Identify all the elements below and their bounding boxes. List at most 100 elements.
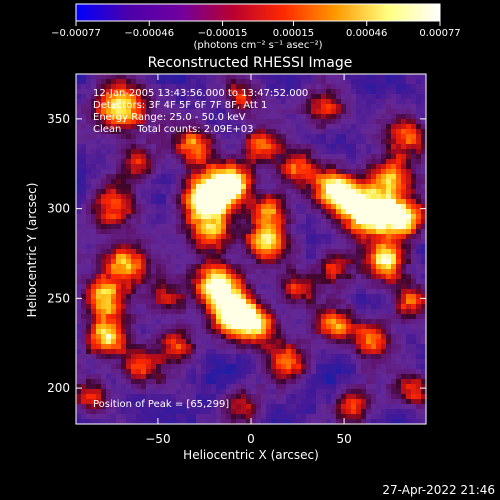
heatmap-cell bbox=[106, 219, 112, 225]
heatmap-cell bbox=[151, 264, 157, 270]
heatmap-cell bbox=[236, 269, 242, 275]
heatmap-cell bbox=[161, 314, 167, 320]
heatmap-cell bbox=[121, 329, 127, 335]
heatmap-cell bbox=[136, 414, 142, 420]
heatmap-cell bbox=[201, 74, 207, 80]
heatmap-cell bbox=[251, 209, 257, 215]
heatmap-cell bbox=[406, 79, 412, 85]
heatmap-cell bbox=[376, 179, 382, 185]
heatmap-cell bbox=[196, 319, 202, 325]
heatmap-cell bbox=[116, 204, 122, 210]
heatmap-cell bbox=[176, 184, 182, 190]
heatmap-cell bbox=[396, 259, 402, 265]
heatmap-cell bbox=[146, 409, 152, 415]
heatmap-cell bbox=[271, 409, 277, 415]
heatmap-cell bbox=[121, 324, 127, 330]
heatmap-cell bbox=[286, 304, 292, 310]
heatmap-cell bbox=[206, 319, 212, 325]
heatmap-cell bbox=[186, 419, 192, 425]
heatmap-cell bbox=[301, 139, 307, 145]
heatmap-cell bbox=[216, 144, 222, 150]
heatmap-cell bbox=[266, 414, 272, 420]
heatmap-cell bbox=[116, 334, 122, 340]
heatmap-cell bbox=[241, 339, 247, 345]
heatmap-cell bbox=[401, 79, 407, 85]
heatmap-cell bbox=[141, 89, 147, 95]
heatmap-cell bbox=[341, 139, 347, 145]
heatmap-cell bbox=[131, 394, 137, 400]
heatmap-cell bbox=[151, 139, 157, 145]
heatmap-cell bbox=[266, 229, 272, 235]
heatmap-cell bbox=[401, 254, 407, 260]
heatmap-cell bbox=[166, 109, 172, 115]
heatmap-cell bbox=[216, 169, 222, 175]
heatmap-cell bbox=[166, 394, 172, 400]
heatmap-cell bbox=[181, 284, 187, 290]
heatmap-cell bbox=[246, 159, 252, 165]
heatmap-cell bbox=[306, 319, 312, 325]
heatmap-cell bbox=[411, 404, 417, 410]
heatmap-cell bbox=[271, 239, 277, 245]
heatmap-cell bbox=[311, 419, 317, 425]
heatmap-cell bbox=[161, 149, 167, 155]
heatmap-cell bbox=[401, 334, 407, 340]
heatmap-cell bbox=[166, 334, 172, 340]
colorbar-tick-label: 0.00077 bbox=[419, 28, 460, 39]
heatmap-cell bbox=[371, 179, 377, 185]
heatmap-cell bbox=[206, 84, 212, 90]
heatmap-cell bbox=[306, 344, 312, 350]
heatmap-cell bbox=[166, 84, 172, 90]
heatmap-cell bbox=[226, 214, 232, 220]
heatmap-cell bbox=[341, 309, 347, 315]
heatmap-cell bbox=[146, 264, 152, 270]
heatmap-cell bbox=[281, 109, 287, 115]
heatmap-cell bbox=[421, 319, 427, 325]
heatmap-cell bbox=[161, 199, 167, 205]
heatmap-cell bbox=[331, 119, 337, 125]
heatmap-cell bbox=[176, 349, 182, 355]
heatmap-cell bbox=[351, 129, 357, 135]
heatmap-cell bbox=[296, 329, 302, 335]
heatmap-cell bbox=[186, 84, 192, 90]
heatmap-cell bbox=[86, 304, 92, 310]
heatmap-cell bbox=[306, 134, 312, 140]
heatmap-cell bbox=[231, 414, 237, 420]
heatmap-cell bbox=[201, 124, 207, 130]
heatmap-cell bbox=[216, 119, 222, 125]
heatmap-cell bbox=[211, 389, 217, 395]
heatmap-cell bbox=[91, 104, 97, 110]
heatmap-cell bbox=[146, 339, 152, 345]
heatmap-cell bbox=[386, 234, 392, 240]
heatmap-cell bbox=[316, 179, 322, 185]
heatmap-cell bbox=[336, 324, 342, 330]
heatmap-cell bbox=[261, 299, 267, 305]
heatmap-cell bbox=[396, 194, 402, 200]
heatmap-cell bbox=[331, 279, 337, 285]
heatmap-cell bbox=[386, 264, 392, 270]
heatmap-cell bbox=[401, 384, 407, 390]
heatmap-cell bbox=[316, 149, 322, 155]
heatmap-cell bbox=[306, 164, 312, 170]
heatmap-cell bbox=[81, 149, 87, 155]
heatmap-cell bbox=[226, 239, 232, 245]
heatmap-cell bbox=[381, 214, 387, 220]
heatmap-cell bbox=[421, 139, 427, 145]
heatmap-cell bbox=[166, 254, 172, 260]
heatmap-cell bbox=[391, 154, 397, 160]
heatmap-cell bbox=[121, 359, 127, 365]
heatmap-cell bbox=[306, 104, 312, 110]
heatmap-cell bbox=[246, 119, 252, 125]
heatmap-cell bbox=[406, 384, 412, 390]
heatmap-cell bbox=[381, 274, 387, 280]
heatmap-cell bbox=[286, 114, 292, 120]
heatmap-cell bbox=[306, 199, 312, 205]
heatmap-cell bbox=[341, 354, 347, 360]
heatmap-cell bbox=[116, 134, 122, 140]
heatmap-cell bbox=[131, 214, 137, 220]
heatmap-cell bbox=[186, 194, 192, 200]
heatmap-cell bbox=[351, 324, 357, 330]
heatmap-cell bbox=[91, 334, 97, 340]
heatmap-cell bbox=[416, 364, 422, 370]
heatmap-cell bbox=[341, 349, 347, 355]
heatmap-cell bbox=[126, 329, 132, 335]
